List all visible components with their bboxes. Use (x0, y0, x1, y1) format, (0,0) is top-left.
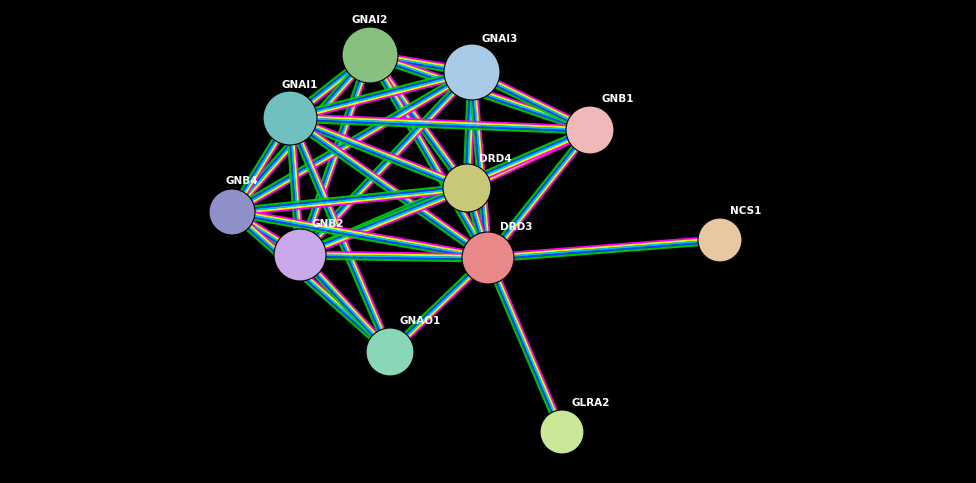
Text: DRD3: DRD3 (500, 222, 533, 232)
Text: DRD4: DRD4 (479, 154, 511, 164)
Text: NCS1: NCS1 (730, 206, 761, 216)
Text: GNB2: GNB2 (312, 219, 345, 229)
Text: GNAI2: GNAI2 (351, 15, 388, 25)
Circle shape (263, 91, 317, 145)
Circle shape (366, 328, 414, 376)
Circle shape (462, 232, 514, 284)
Circle shape (274, 229, 326, 281)
Text: GLRA2: GLRA2 (572, 398, 610, 408)
Circle shape (443, 164, 491, 212)
Circle shape (209, 189, 255, 235)
Text: GNAI3: GNAI3 (482, 34, 518, 44)
Text: GNAI1: GNAI1 (282, 80, 318, 90)
Text: GNB1: GNB1 (602, 94, 634, 104)
Text: GNB4: GNB4 (226, 176, 259, 186)
Circle shape (444, 44, 500, 100)
Circle shape (540, 410, 584, 454)
Text: GNAO1: GNAO1 (400, 316, 441, 326)
Circle shape (342, 27, 398, 83)
Circle shape (698, 218, 742, 262)
Circle shape (566, 106, 614, 154)
